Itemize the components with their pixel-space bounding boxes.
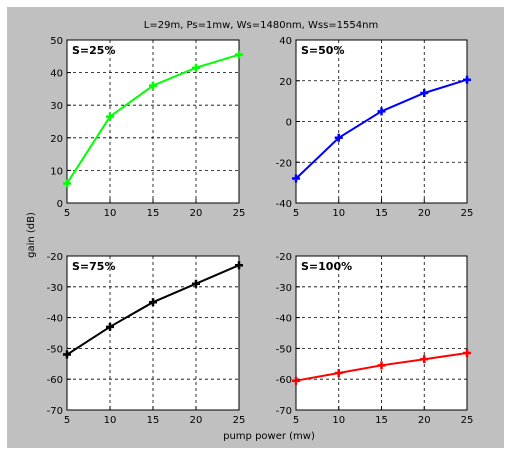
subplot-annotation: S=25%: [72, 44, 115, 57]
y-tick-label: 40: [50, 69, 63, 80]
data-point: [106, 322, 114, 331]
data-point: [334, 133, 343, 142]
figure: L=29m, Ps=1mw, Ws=1480nm, Wss=1554nm pum…: [7, 7, 504, 448]
data-point: [63, 179, 71, 188]
x-tick-label: 5: [64, 208, 70, 219]
subplot-annotation: S=75%: [72, 260, 115, 273]
y-tick-label: -60: [276, 375, 292, 386]
x-tick-label: 25: [233, 208, 246, 219]
y-tick-label: 50: [50, 36, 63, 47]
data-point: [149, 81, 157, 90]
x-tick-label: 5: [293, 415, 299, 426]
data-point: [235, 50, 243, 59]
y-tick-label: -30: [276, 283, 292, 294]
data-point: [106, 112, 114, 121]
data-point: [235, 261, 243, 270]
x-tick-label: 10: [332, 208, 345, 219]
subplot-annotation: S=50%: [301, 44, 344, 57]
data-point: [377, 107, 386, 116]
figure-title: L=29m, Ps=1mw, Ws=1480nm, Wss=1554nm: [144, 20, 378, 31]
data-point: [463, 75, 471, 84]
x-tick-label: 25: [461, 208, 474, 219]
y-tick-label: -40: [276, 314, 292, 325]
x-tick-label: 25: [461, 415, 474, 426]
subplot-1: 5 10 15 20 25 0 10 20 30 40 50 S=25%: [50, 36, 245, 219]
subplot-annotation: S=100%: [301, 260, 352, 273]
x-tick-label: 15: [147, 415, 160, 426]
y-tick-label: -40: [276, 199, 292, 210]
x-tick-label: 15: [375, 415, 388, 426]
x-tick-label: 10: [332, 415, 345, 426]
data-point: [63, 350, 71, 359]
y-tick-label: -70: [276, 406, 292, 417]
y-tick-label: 20: [50, 134, 63, 145]
y-tick-label: -70: [47, 406, 63, 417]
y-tick-label: 30: [50, 101, 63, 112]
figure-ylabel: gain (dB): [26, 212, 37, 258]
subplot-2: 5 10 15 20 25 -40 -20 0 20 40 S=50%: [276, 36, 474, 219]
plot-area: [67, 256, 239, 410]
x-tick-label: 15: [375, 208, 388, 219]
x-tick-label: 10: [104, 208, 117, 219]
y-tick-label: -20: [47, 252, 63, 263]
y-tick-label: -40: [47, 314, 63, 325]
figure-canvas: L=29m, Ps=1mw, Ws=1480nm, Wss=1554nm pum…: [26, 20, 474, 442]
y-tick-label: 0: [286, 118, 292, 129]
data-point: [463, 349, 471, 358]
y-tick-label: -20: [276, 158, 292, 169]
y-tick-label: -50: [276, 344, 292, 355]
x-tick-label: 10: [104, 415, 117, 426]
x-tick-label: 15: [147, 208, 160, 219]
data-point: [420, 88, 429, 97]
y-tick-label: 40: [279, 36, 292, 47]
subplot-3: 5 10 15 20 25 -70 -60 -50 -40 -30 -20 S=75%: [47, 252, 246, 426]
x-tick-label: 25: [233, 415, 246, 426]
y-tick-label: -20: [276, 252, 292, 263]
x-tick-label: 5: [293, 208, 299, 219]
y-tick-label: 10: [50, 166, 63, 177]
y-tick-label: 20: [279, 77, 292, 88]
x-tick-label: 20: [418, 208, 431, 219]
x-tick-label: 20: [190, 208, 203, 219]
y-tick-label: -30: [47, 283, 63, 294]
data-point: [334, 369, 343, 378]
y-tick-label: -50: [47, 344, 63, 355]
data-point: [292, 174, 300, 183]
figure-xlabel: pump power (mw): [223, 431, 315, 442]
y-tick-label: -60: [47, 375, 63, 386]
y-tick-label: 0: [57, 199, 63, 210]
subplot-4: 5 10 15 20 25 -70 -60 -50 -40 -30 -20 S=100%: [276, 252, 474, 426]
data-point: [420, 355, 429, 364]
plot-area: [67, 40, 239, 203]
x-tick-label: 20: [190, 415, 203, 426]
plot-area: [296, 256, 467, 410]
data-point: [149, 298, 157, 307]
x-tick-label: 20: [418, 415, 431, 426]
x-tick-label: 5: [64, 415, 70, 426]
data-point: [192, 279, 200, 288]
data-point: [292, 376, 300, 385]
data-point: [377, 361, 386, 370]
data-point: [192, 63, 200, 72]
